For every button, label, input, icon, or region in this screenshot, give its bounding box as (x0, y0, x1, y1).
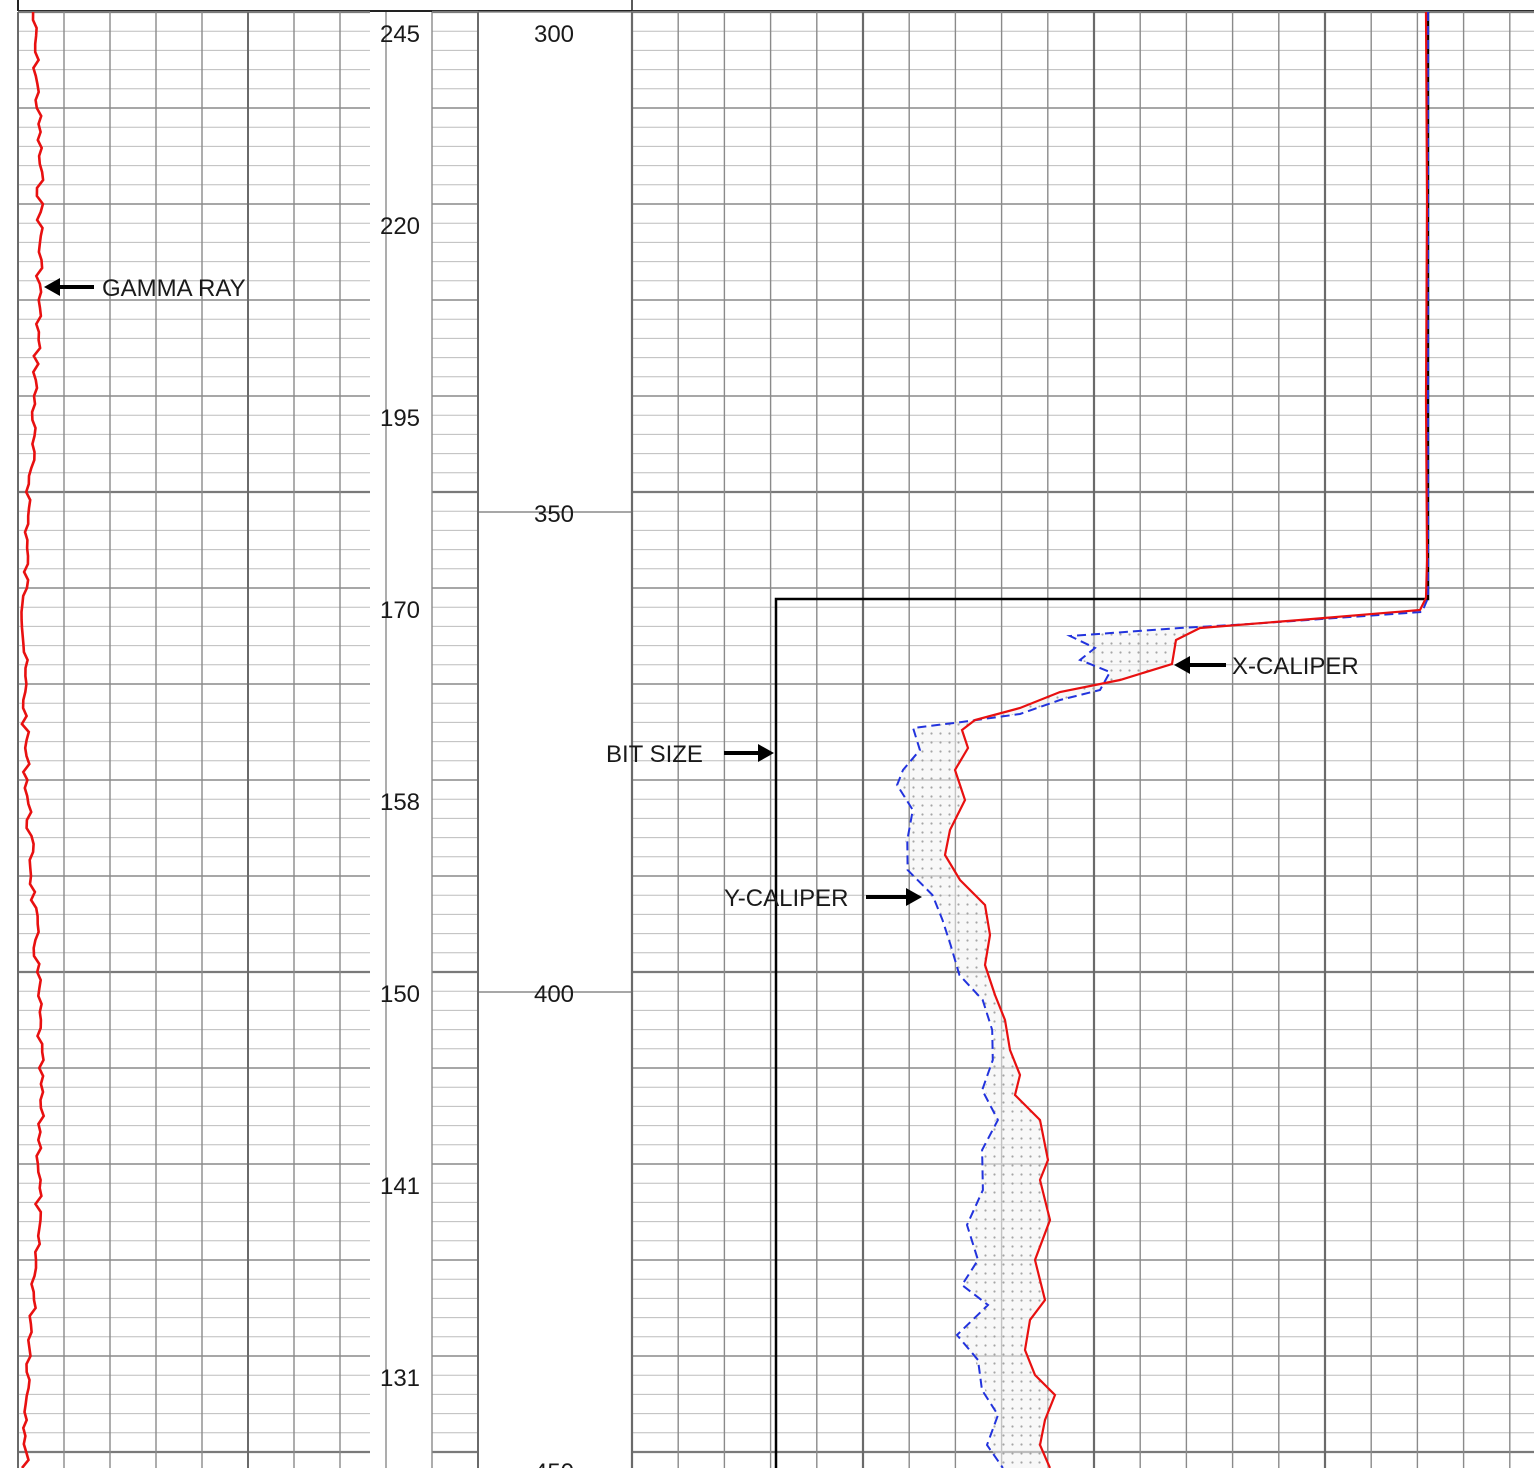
depth-track: 300 350 400 450 (534, 21, 574, 1468)
y-caliper-annotation: Y-CALIPER (724, 885, 922, 912)
depth-label-300: 300 (534, 21, 574, 48)
gamma-ray-annotation: GAMMA RAY (44, 275, 246, 302)
track1-tick-label-150: 150 (380, 981, 420, 1008)
depth-label-450: 450 (534, 1459, 574, 1468)
gamma-ray-curve (20, 11, 46, 1468)
x-caliper-curve (943, 11, 1429, 1468)
track1-tick-label-170: 170 (380, 597, 420, 624)
caliper-washout-shade (895, 598, 1428, 1468)
x-caliper-annotation: X-CALIPER (1174, 653, 1359, 680)
track1-tick-label-158: 158 (380, 789, 420, 816)
track1-tick-label-141: 141 (380, 1173, 420, 1200)
y-caliper-curve (895, 12, 1429, 1468)
y-caliper-arrowhead (906, 888, 922, 906)
log-grid (17, 0, 1534, 1468)
track1-tick-label-131: 131 (380, 1365, 420, 1392)
gamma-ray-arrowhead (44, 278, 60, 296)
gamma-ray-label: GAMMA RAY (102, 275, 246, 302)
track1-depth-scale: 245 220 195 170 158 150 141 131 (380, 21, 420, 1392)
depth-label-400: 400 (534, 981, 574, 1008)
bit-size-annotation: BIT SIZE (606, 741, 774, 768)
track1-tick-label-245: 245 (380, 21, 420, 48)
bit-size-curve (774, 12, 1430, 1468)
x-caliper-arrowhead (1174, 656, 1190, 674)
bit-size-label: BIT SIZE (606, 741, 703, 768)
track1-tick-label-195: 195 (380, 405, 420, 432)
bit-size-arrowhead (758, 744, 774, 762)
depth-label-350: 350 (534, 501, 574, 528)
x-caliper-label: X-CALIPER (1232, 653, 1359, 680)
track1-tick-label-220: 220 (380, 213, 420, 240)
y-caliper-label: Y-CALIPER (724, 885, 849, 912)
